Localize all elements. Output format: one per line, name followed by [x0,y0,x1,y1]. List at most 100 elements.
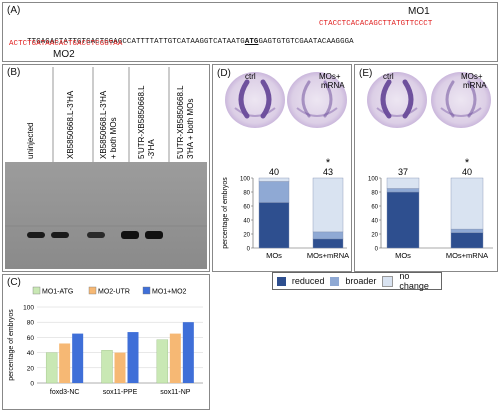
bar-MOs+mRNA-no change [450,177,484,230]
legend-label-reduced: reduced [291,276,325,286]
legend-swatch-nochange [382,275,394,287]
mo1-sequence: CTACCTCACACAGCTTATGTTCCCT [319,20,433,28]
bar-MOs+mRNA-broader [312,231,344,240]
y-tick-label: 40 [371,218,378,224]
band-lane4b [145,231,163,239]
significance-star: * [326,157,331,169]
lane-label-3b: + both MOs [109,117,118,159]
bar-sox11-PPE-MO1-ATG [101,350,113,384]
y-tick-label: 0 [30,381,34,388]
legend-swatch-broader [330,276,340,286]
lane-label-5a: 5'UTR-XB5850668.L [176,85,185,159]
legend-label-broader: broader [345,276,377,286]
sample-count: 40 [269,167,279,177]
sample-count: 40 [462,167,472,177]
bar-sox11-PPE-MO1+MO2 [127,332,139,383]
panel-b-label: (B) [7,67,21,78]
legend-de: reduced broader no change [272,271,442,291]
panel-a: (A) MO1 CTACCTCACACAGCTTATGTTCCCT TTGAGA… [2,2,498,62]
legend-label-3: MO1+MO2 [152,289,187,296]
y-tick-label: 60 [371,204,378,210]
y-tick-label: 60 [243,204,250,210]
y-axis-label: percentage of embryos [8,309,15,381]
ctrl-label: ctrl [383,72,394,81]
genomic-sequence: TTGAGACTATTGTGACTGGAGCCATTTTATTGTCATAAGG… [9,30,354,54]
blot-bands [27,231,163,239]
band-lane3 [87,232,105,238]
y-tick-label: 60 [27,335,35,342]
legend-swatch-reduced [277,276,286,286]
bar-MOs-no change [386,177,420,189]
bar-sox11-NP-MO1+MO2 [182,322,194,383]
y-tick-label: 0 [247,246,251,252]
bar-MOs+mRNA-reduced [450,232,484,249]
embryo-ctrl [225,72,285,128]
x-tick-label: sox11-PPE [103,389,138,396]
sequence-5prime: TTGAGACTATTGTGACTGGAGCCATTTTATTGTCATAAGG… [27,38,245,46]
bar-sox11-NP-MO1-ATG [156,339,169,384]
x-tick-label: MOs+mRNA [307,251,349,260]
x-tick-label: sox11-NP [160,389,191,396]
panel-d: (D) ctrl MOs+ mRNA percentage of embryos 0 20… [212,64,352,272]
significance-star: * [465,157,470,169]
y-tick-label: 80 [371,190,378,196]
bar-MOs+mRNA-no change [312,177,344,233]
y-tick-label: 0 [375,246,379,252]
panel-b: (B) uninjected XB5850668.L-3'HA XB585066… [2,64,210,272]
mo1-label: MO1 [408,6,430,17]
embryo-ctrl [367,72,427,128]
y-axis-label: percentage of embryos [222,177,229,249]
bar-MOs+mRNA-broader [450,228,484,233]
legend-label-1: MO1-ATG [42,289,73,296]
bar-MOs-no change [258,177,290,182]
y-tick-label: 40 [27,350,35,357]
y-tick-label: 20 [27,365,35,372]
bar-MOs-broader [258,181,290,203]
bar-MOs+mRNA-reduced [312,238,344,249]
bar-MOs-reduced [258,202,290,249]
lane-label-4a: 5'UTR-XB5850668.L [137,85,146,159]
bar-foxd3-NC-MO1-ATG [45,352,58,384]
mos-mrna-label-1: MOs+ [461,72,483,81]
panel-a-label: (A) [7,5,21,16]
bar-foxd3-NC-MO1+MO2 [72,333,84,383]
y-tick-label: 20 [371,232,378,238]
chart-c-legend: MO1-ATG MO2-UTR MO1+MO2 [32,286,187,296]
grouped-bar-chart: MO1-ATG MO2-UTR MO1+MO2 0 20 40 60 80 100 percent… [8,286,203,396]
y-tick-label: 100 [368,176,379,182]
x-tick-label: MOs [395,251,411,260]
y-tick-label: 80 [27,320,35,327]
bar-MOs-reduced [386,191,420,249]
y-tick-label: 100 [240,176,251,182]
bar-sox11-PPE-MO2-UTR [114,352,126,383]
mo2-sequence: ACTCTGATAACACTGACCTCGGTAA [9,40,123,48]
y-tick-label: 40 [243,218,250,224]
panel-c-label: (C) [7,277,21,288]
mos-mrna-label-1: MOs+ [319,72,341,81]
band-lane4a [121,231,139,239]
bar-sox11-NP-MO2-UTR [169,333,181,383]
x-tick-label: foxd3-NC [50,389,80,396]
y-tick-label: 100 [23,305,34,312]
lane-label-1: uninjected [26,123,35,159]
lane-label-4b: -3'HA [147,139,156,159]
legend-label-2: MO2-UTR [98,289,130,296]
embryo-mos-mrna [431,72,491,128]
y-tick-label: 80 [243,190,250,196]
lane-label-5b: 3'HA + both MOs [186,99,195,159]
ctrl-label: ctrl [245,72,256,81]
panel-d-figure: ctrl MOs+mRNA percentage of embryos 0 20 40 60… [222,72,349,260]
start-codon: ATG [244,38,259,46]
panel-e: (E) ctrl MOs+ mRNA 0 20 40 60 80 100 MOs 37 MOs+mRN… [354,64,498,272]
blot-membrane [5,162,207,269]
mos-mrna-label-2: mRNA [463,81,487,90]
legend-label-nochange: no change [399,271,429,291]
mo2-label: MO2 [53,49,75,60]
sample-count: 37 [398,167,408,177]
sequence-3prime: GAGTGTGTCGAATACAAGGGA [258,38,354,46]
legend-swatch-3 [142,286,151,295]
panel-d-label: (D) [217,68,231,79]
legend-swatch-2 [88,286,97,295]
lane-label-2: XB5850668.L-3'HA [66,90,75,159]
bar-MOs-broader [386,188,420,193]
